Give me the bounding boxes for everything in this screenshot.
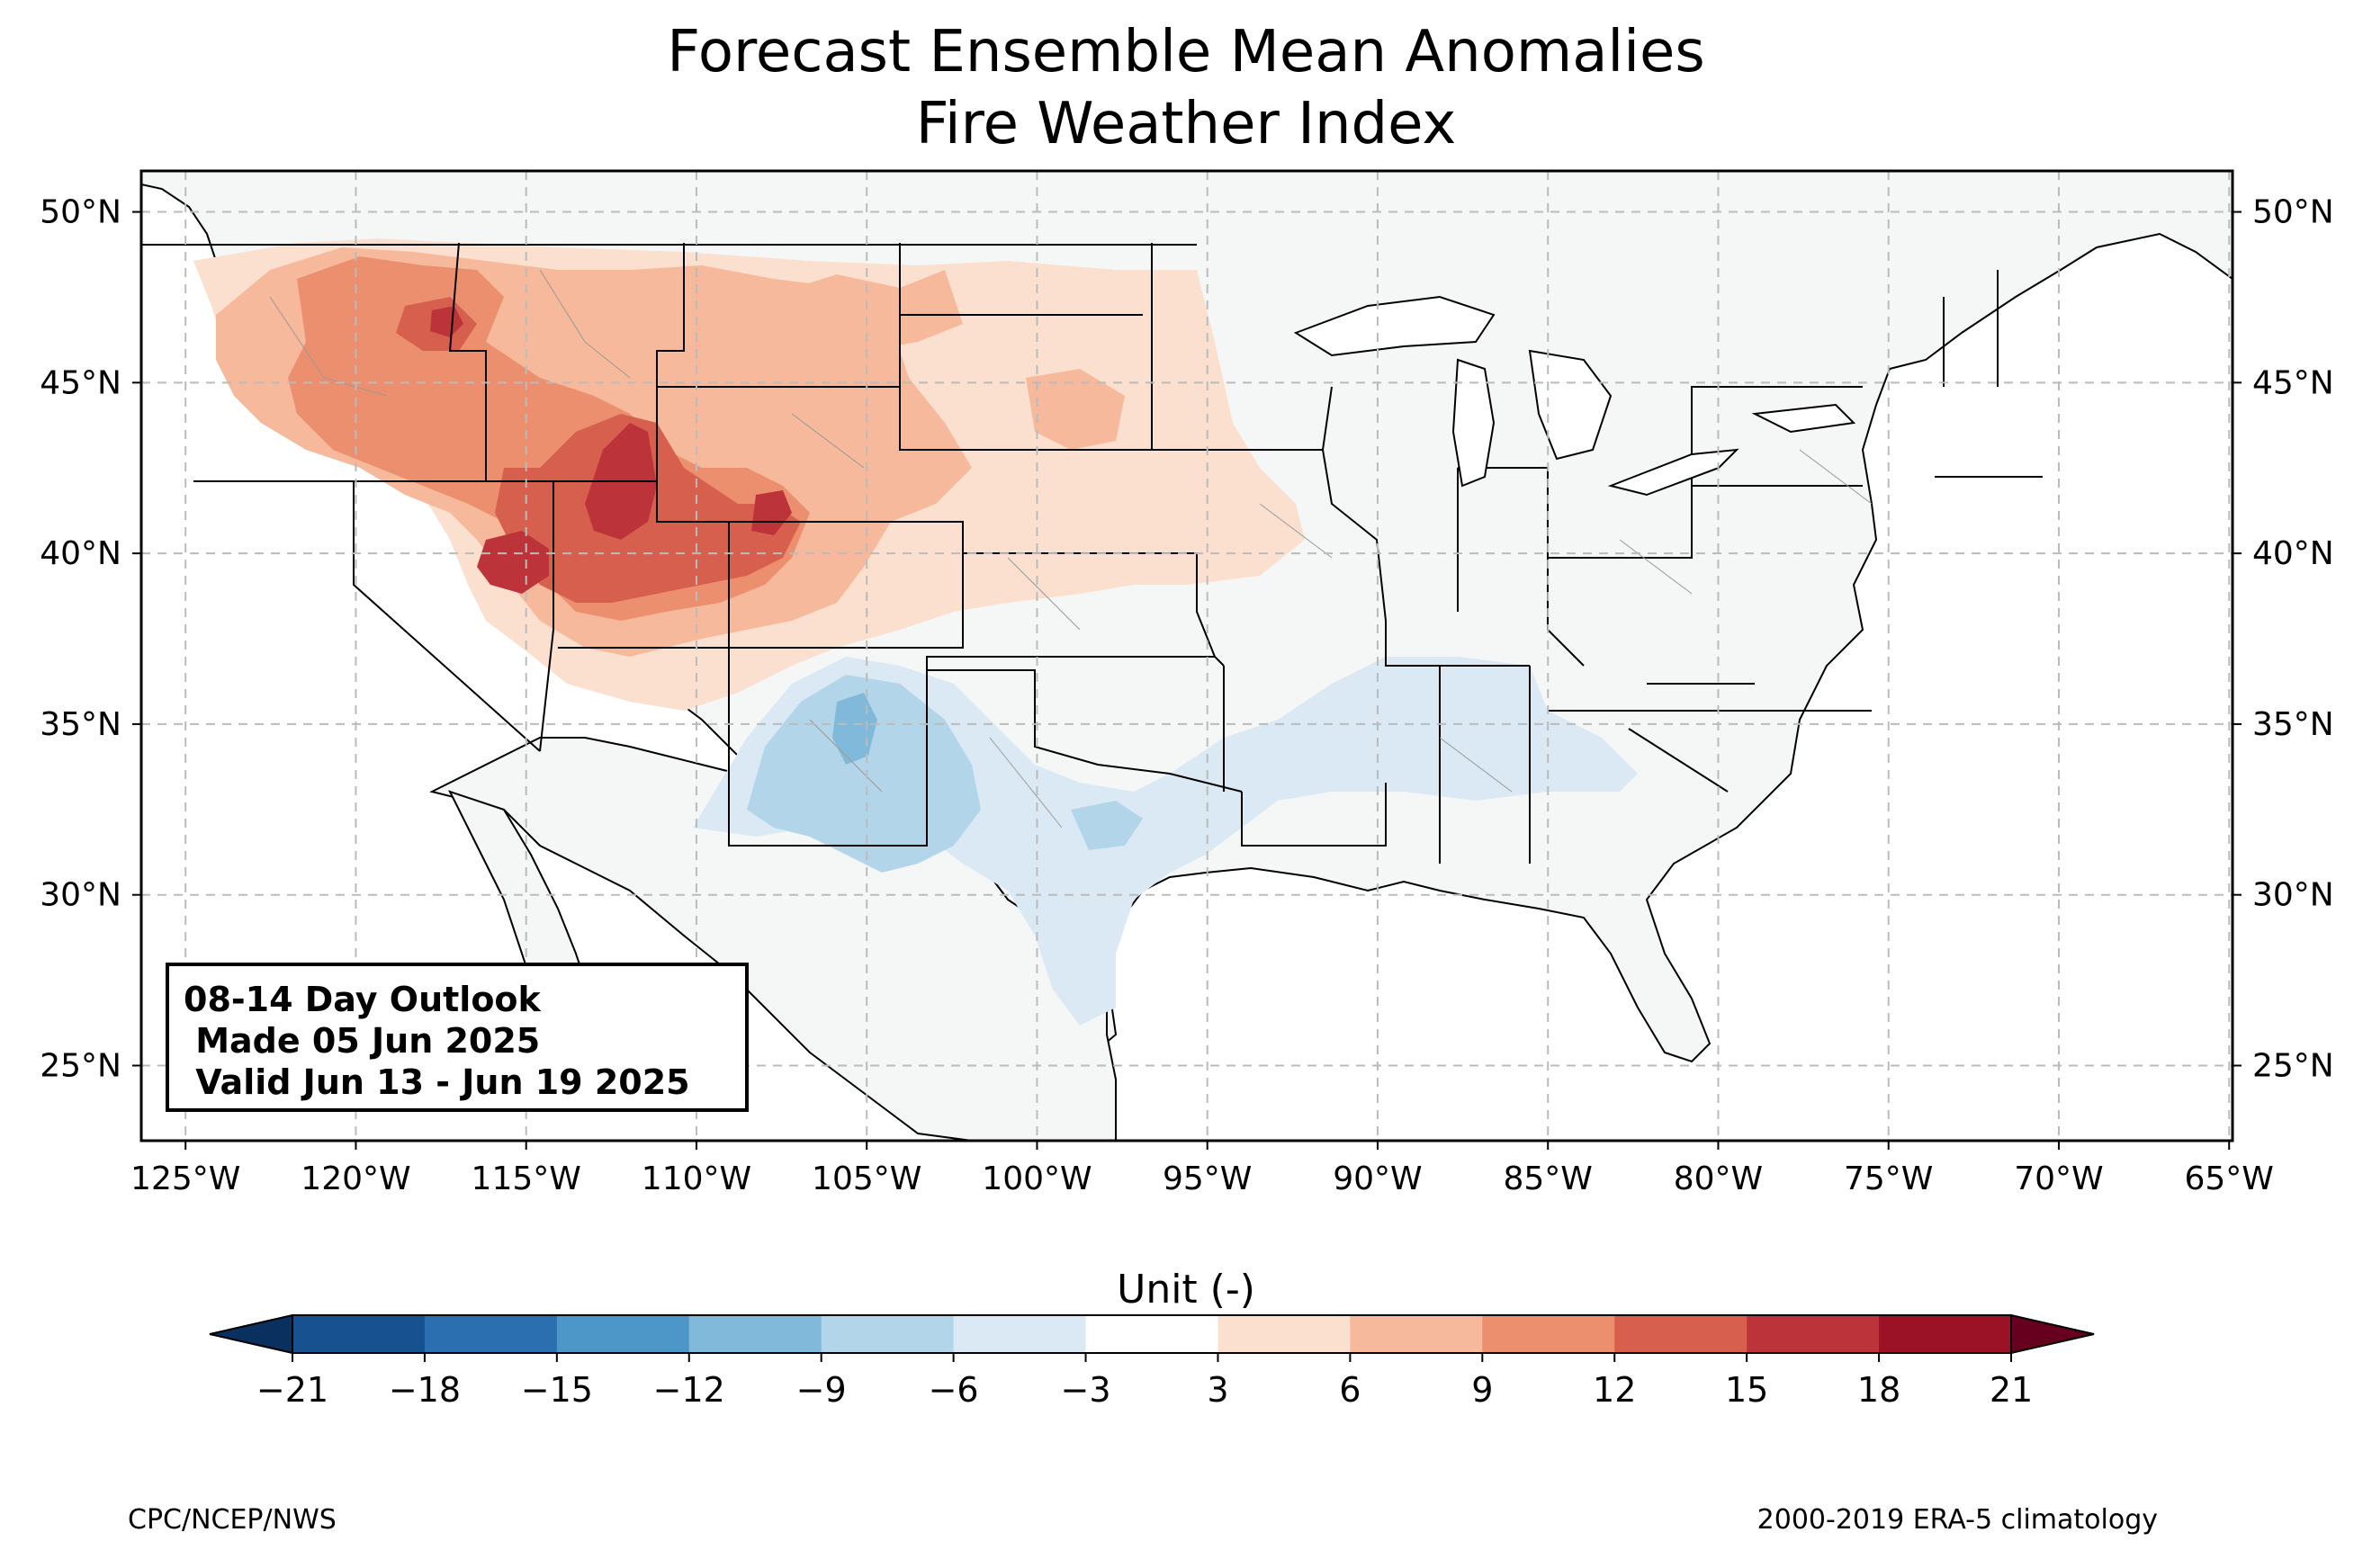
lake-huron bbox=[1528, 349, 1613, 461]
lon-label: 125°W bbox=[130, 1160, 240, 1197]
colorbar-segment bbox=[424, 1315, 558, 1353]
outlook-line1: 08-14 Day Outlook bbox=[184, 980, 541, 1019]
colorbar-segment bbox=[821, 1315, 955, 1353]
lat-label-right: 25°N bbox=[2252, 1047, 2334, 1084]
map-title-line2: Fire Weather Index bbox=[915, 91, 1457, 157]
lon-label: 70°W bbox=[2014, 1160, 2103, 1197]
positive-anomaly-fills bbox=[193, 238, 1305, 711]
colorbar-tick-label: 3 bbox=[1207, 1370, 1228, 1410]
lat-label-right: 45°N bbox=[2252, 364, 2334, 401]
colorbar-segment bbox=[1879, 1315, 2012, 1353]
colorbar-segment bbox=[688, 1315, 822, 1353]
lon-label: 105°W bbox=[812, 1160, 921, 1197]
anomaly-fill-6c bbox=[765, 270, 963, 351]
county-lines bbox=[269, 269, 1873, 829]
lat-label-left: 25°N bbox=[40, 1047, 121, 1084]
anomaly-fill-6b bbox=[1026, 369, 1125, 450]
map-area bbox=[141, 171, 2233, 1141]
colorbar-tick-label: 6 bbox=[1339, 1370, 1361, 1410]
map-frame bbox=[139, 169, 2234, 1142]
colorbar-tick-label: −18 bbox=[389, 1370, 461, 1410]
great-lakes bbox=[1293, 295, 1856, 497]
colorbar-tick-label: −15 bbox=[521, 1370, 593, 1410]
outlook-valid-range: Valid Jun 13 - Jun 19 2025 bbox=[184, 1062, 690, 1102]
colorbar: −21 −18 −15 −12 −9 −6 −3 3 6 9 12 15 18 21 bbox=[209, 1313, 2095, 1410]
footer-source: CPC/NCEP/NWS bbox=[128, 1504, 337, 1536]
lat-label-right: 50°N bbox=[2252, 194, 2334, 231]
colorbar-frame bbox=[292, 1314, 2012, 1354]
lake-erie bbox=[1607, 448, 1739, 497]
map-title-line1: Forecast Ensemble Mean Anomalies bbox=[667, 19, 1705, 85]
latitude-labels-right: 50°N 45°N 40°N 35°N 30°N 25°N bbox=[2233, 194, 2334, 1084]
latitude-labels-left: 50°N 45°N 40°N 35°N 30°N 25°N bbox=[40, 194, 141, 1084]
lat-label-left: 30°N bbox=[40, 877, 121, 914]
outlook-info-box: 08-14 Day Outlook Made 05 Jun 2025 Valid… bbox=[166, 963, 749, 1112]
colorbar-segment bbox=[953, 1315, 1087, 1353]
colorbar-segment bbox=[1085, 1315, 1218, 1353]
colorbar-segment bbox=[1217, 1315, 1351, 1353]
lat-label-left: 45°N bbox=[40, 364, 121, 401]
lat-label-right: 35°N bbox=[2252, 706, 2334, 743]
colorbar-tick-label: 12 bbox=[1593, 1370, 1636, 1410]
lon-label: 65°W bbox=[2185, 1160, 2274, 1197]
lat-label-right: 40°N bbox=[2252, 535, 2334, 572]
colorbar-title: Unit (-) bbox=[1117, 1267, 1255, 1313]
anomaly-fill-neg6b bbox=[1071, 801, 1143, 850]
longitude-labels: 125°W 120°W 115°W 110°W 105°W 100°W 95°W 90°W 85… bbox=[130, 1141, 2274, 1197]
lat-label-left: 35°N bbox=[40, 706, 121, 743]
lat-label-left: 50°N bbox=[40, 194, 121, 231]
anomaly-fill-15d bbox=[430, 306, 463, 337]
lake-ontario bbox=[1751, 403, 1856, 434]
colorbar-tick-label: 21 bbox=[1990, 1370, 2033, 1410]
lat-label-left: 40°N bbox=[40, 535, 121, 572]
lon-label: 115°W bbox=[472, 1160, 581, 1197]
colorbar-tick-label: 18 bbox=[1857, 1370, 1900, 1410]
footer-climatology: 2000-2019 ERA-5 climatology bbox=[1757, 1504, 2158, 1536]
lon-label: 120°W bbox=[301, 1160, 410, 1197]
colorbar-segment bbox=[292, 1315, 426, 1353]
anomaly-fill-15b bbox=[477, 531, 549, 594]
lon-label: 110°W bbox=[642, 1160, 751, 1197]
lon-label: 85°W bbox=[1504, 1160, 1593, 1197]
colorbar-tick-label: −3 bbox=[1061, 1370, 1111, 1410]
anomaly-fill-15c bbox=[751, 490, 792, 535]
colorbar-segment bbox=[556, 1315, 690, 1353]
colorbar-under-extension bbox=[209, 1313, 293, 1355]
lon-label: 90°W bbox=[1333, 1160, 1422, 1197]
colorbar-segment bbox=[1614, 1315, 1748, 1353]
lon-label: 80°W bbox=[1674, 1160, 1763, 1197]
state-borders bbox=[141, 242, 2043, 864]
colorbar-segment bbox=[1482, 1315, 1615, 1353]
colorbar-tick-label: −9 bbox=[796, 1370, 847, 1410]
colorbar-segment bbox=[1350, 1315, 1483, 1353]
colorbar-tick-label: −21 bbox=[256, 1370, 328, 1410]
outlook-made-date: Made 05 Jun 2025 bbox=[184, 1021, 541, 1061]
colorbar-over-extension bbox=[2010, 1313, 2095, 1355]
colorbar-tick-label: −6 bbox=[929, 1370, 979, 1410]
lake-michigan bbox=[1451, 358, 1496, 488]
lon-label: 95°W bbox=[1163, 1160, 1252, 1197]
colorbar-tick-label: −12 bbox=[653, 1370, 725, 1410]
colorbar-tick-label: 15 bbox=[1725, 1370, 1768, 1410]
lat-label-right: 30°N bbox=[2252, 877, 2334, 914]
lon-label: 75°W bbox=[1844, 1160, 1933, 1197]
lon-label: 100°W bbox=[982, 1160, 1092, 1197]
colorbar-tick-label: 9 bbox=[1471, 1370, 1493, 1410]
lake-superior bbox=[1293, 295, 1496, 357]
colorbar-segment bbox=[1747, 1315, 1880, 1353]
